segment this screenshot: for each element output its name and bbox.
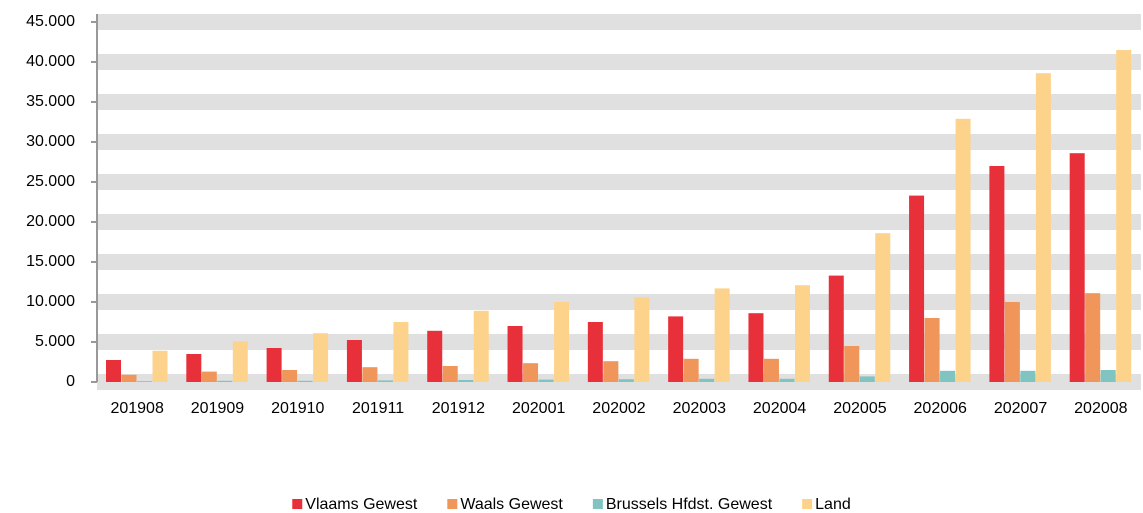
y-tick-label: 30.000 bbox=[26, 133, 75, 150]
legend-label: Brussels Hfdst. Gewest bbox=[606, 496, 773, 513]
grid-band bbox=[97, 254, 1141, 270]
y-tick-label: 45.000 bbox=[26, 13, 75, 30]
y-tick-label: 35.000 bbox=[26, 93, 75, 110]
bar bbox=[1004, 302, 1020, 382]
y-tick-label: 15.000 bbox=[26, 253, 75, 270]
bar bbox=[828, 275, 844, 382]
x-tick-label: 202008 bbox=[1074, 400, 1127, 417]
grid-band bbox=[97, 134, 1141, 150]
bar bbox=[587, 322, 603, 382]
x-tick-label: 202006 bbox=[914, 400, 967, 417]
grid-band bbox=[97, 294, 1141, 310]
legend-label: Waals Gewest bbox=[460, 496, 563, 513]
bar bbox=[859, 376, 875, 382]
bar bbox=[875, 233, 891, 382]
x-tick-label: 201911 bbox=[352, 400, 404, 417]
bar bbox=[714, 288, 730, 382]
bar bbox=[1085, 293, 1101, 382]
y-tick-label: 0 bbox=[66, 373, 75, 390]
y-tick-label: 40.000 bbox=[26, 53, 75, 70]
bar bbox=[282, 370, 298, 382]
bar bbox=[794, 285, 810, 382]
bar bbox=[427, 330, 443, 382]
bar bbox=[1100, 370, 1116, 382]
y-tick-label: 20.000 bbox=[26, 213, 75, 230]
bar bbox=[346, 340, 362, 382]
legend-swatch bbox=[592, 499, 603, 509]
bar bbox=[618, 379, 634, 382]
bar bbox=[393, 322, 409, 382]
bar bbox=[538, 379, 554, 382]
bar bbox=[121, 374, 137, 382]
x-tick-label: 202001 bbox=[512, 400, 565, 417]
bar bbox=[1069, 153, 1085, 382]
bar bbox=[362, 367, 378, 382]
legend-swatch bbox=[802, 499, 813, 509]
grid-band bbox=[97, 94, 1141, 110]
grid-band bbox=[97, 214, 1141, 230]
bar bbox=[297, 380, 313, 382]
bar bbox=[779, 378, 795, 382]
bar bbox=[186, 354, 202, 382]
bar bbox=[1116, 50, 1132, 382]
bar bbox=[748, 313, 764, 382]
bar bbox=[137, 381, 152, 382]
x-tick-label: 202005 bbox=[833, 400, 886, 417]
bar bbox=[634, 297, 650, 382]
x-tick-label: 201908 bbox=[110, 400, 163, 417]
bar bbox=[266, 348, 282, 382]
bar bbox=[940, 370, 956, 382]
bar bbox=[152, 350, 168, 382]
bar bbox=[313, 333, 329, 382]
bar bbox=[201, 371, 217, 382]
bar bbox=[554, 302, 570, 382]
x-tick-label: 202003 bbox=[673, 400, 726, 417]
bar bbox=[442, 366, 458, 382]
bar bbox=[924, 318, 940, 382]
bar bbox=[668, 316, 684, 382]
y-tick-label: 10.000 bbox=[26, 293, 75, 310]
bar bbox=[699, 378, 715, 382]
x-tick-label: 202004 bbox=[753, 400, 806, 417]
bar bbox=[507, 326, 523, 382]
x-tick-label: 201912 bbox=[432, 400, 485, 417]
bar bbox=[955, 118, 971, 383]
legend-label: Land bbox=[815, 496, 851, 513]
y-tick-label: 25.000 bbox=[26, 173, 75, 190]
bar bbox=[377, 380, 393, 382]
bar bbox=[217, 380, 233, 382]
bar bbox=[1020, 370, 1036, 382]
bar bbox=[473, 310, 489, 382]
bar bbox=[844, 346, 860, 382]
bar bbox=[523, 363, 539, 382]
grid-band bbox=[97, 174, 1141, 190]
grid-band bbox=[97, 54, 1141, 70]
bar bbox=[458, 380, 474, 382]
legend-swatch bbox=[292, 499, 303, 509]
grid-band bbox=[97, 334, 1141, 350]
x-tick-label: 202007 bbox=[994, 400, 1047, 417]
x-tick-label: 201909 bbox=[191, 400, 244, 417]
x-tick-label: 202002 bbox=[592, 400, 645, 417]
y-tick-label: 5.000 bbox=[35, 333, 75, 350]
bar bbox=[232, 341, 248, 382]
bar bbox=[763, 358, 779, 382]
grid-band bbox=[97, 14, 1141, 30]
bar bbox=[106, 360, 121, 382]
bar bbox=[989, 166, 1005, 382]
legend-label: Vlaams Gewest bbox=[305, 496, 418, 513]
bar bbox=[683, 358, 699, 382]
bar bbox=[603, 361, 619, 382]
x-tick-label: 201910 bbox=[271, 400, 324, 417]
bar bbox=[909, 195, 925, 382]
bar bbox=[1035, 73, 1051, 382]
legend-swatch bbox=[447, 499, 458, 509]
